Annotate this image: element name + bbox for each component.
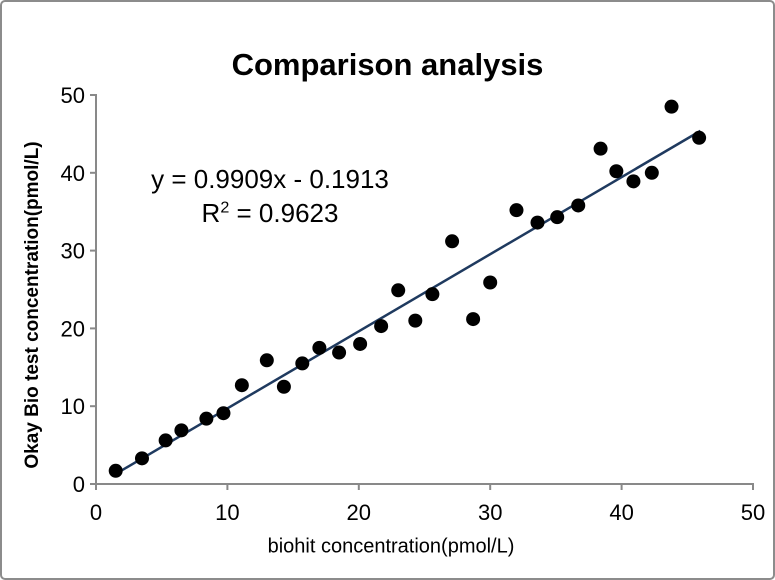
x-axis-title: biohit concentration(pmol/L) — [267, 535, 515, 558]
equation-line: y = 0.9909x - 0.1913 — [151, 164, 389, 194]
x-tick-label: 30 — [478, 500, 502, 525]
y-tick-label: 50 — [61, 83, 85, 108]
y-tick-label: 10 — [61, 394, 85, 419]
y-tick-label: 20 — [61, 316, 85, 341]
data-point — [134, 451, 149, 466]
y-tick-label: 40 — [61, 161, 85, 186]
data-point — [664, 99, 679, 114]
data-point — [216, 406, 231, 421]
data-point — [174, 423, 189, 438]
r-squared-base: R — [201, 198, 221, 228]
r-squared-value: = 0.9623 — [229, 198, 339, 228]
data-point — [692, 130, 707, 145]
data-point — [332, 345, 347, 360]
y-tick-label: 30 — [61, 239, 85, 264]
data-point — [276, 379, 291, 394]
data-point — [530, 215, 545, 230]
x-tick-label: 50 — [741, 500, 765, 525]
data-point — [550, 210, 565, 225]
data-point — [466, 312, 481, 327]
data-point — [609, 164, 624, 179]
data-point — [108, 463, 123, 478]
data-point — [483, 275, 498, 290]
data-point — [644, 165, 659, 180]
data-point — [158, 433, 173, 448]
data-point — [295, 356, 310, 371]
x-tick-label: 0 — [90, 500, 102, 525]
trendline-annotation: y = 0.9909x - 0.1913 R2 = 0.9623 — [151, 162, 389, 230]
data-point — [445, 234, 460, 249]
data-point — [408, 313, 423, 328]
data-point — [374, 319, 389, 334]
data-point — [509, 203, 524, 218]
data-point — [425, 287, 440, 302]
data-point — [571, 198, 586, 213]
r-squared-exponent: 2 — [220, 198, 230, 217]
data-point — [391, 283, 406, 298]
x-tick-label: 10 — [215, 500, 239, 525]
data-point — [626, 174, 641, 189]
x-tick-label: 40 — [609, 500, 633, 525]
data-point — [259, 353, 274, 368]
chart-title: Comparison analysis — [231, 47, 544, 82]
data-point — [234, 378, 249, 393]
x-tick-label: 20 — [347, 500, 371, 525]
r-squared-line: R2 = 0.9623 — [151, 196, 389, 230]
data-point — [353, 336, 368, 351]
y-tick-label: 0 — [73, 472, 85, 497]
data-point — [199, 411, 214, 426]
data-point — [312, 340, 327, 355]
trendline — [115, 129, 702, 476]
data-point — [593, 141, 608, 156]
